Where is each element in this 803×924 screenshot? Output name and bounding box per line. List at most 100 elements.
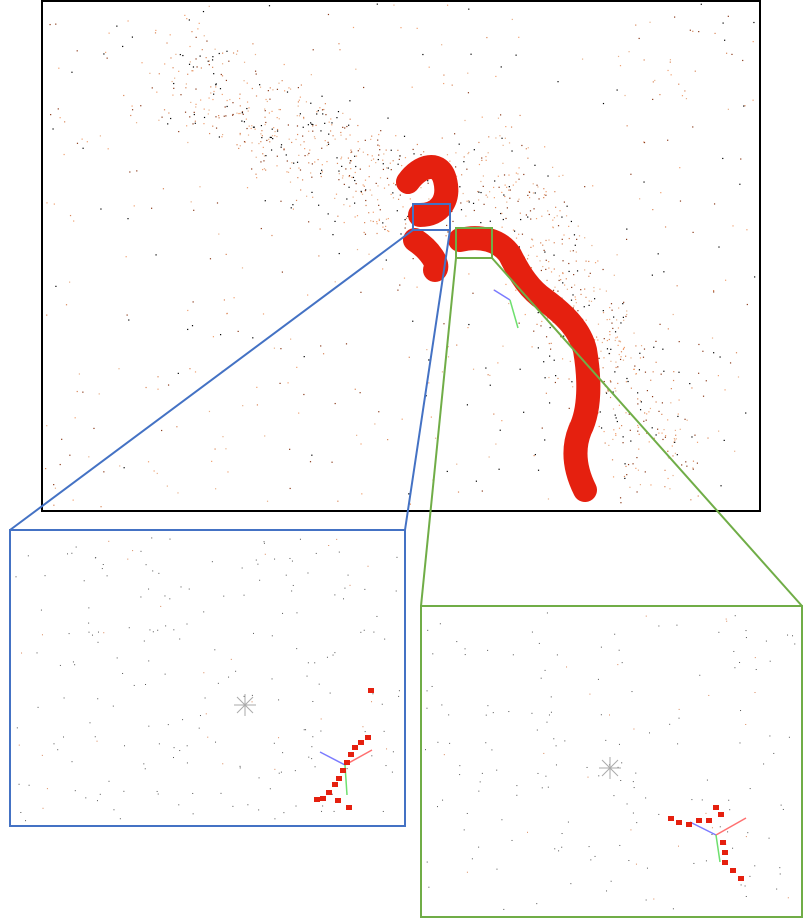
point: [264, 155, 265, 156]
point: [291, 162, 292, 163]
point: [222, 53, 223, 54]
point: [340, 135, 341, 136]
point: [216, 83, 217, 84]
point: [258, 809, 259, 810]
point: [192, 793, 193, 794]
point: [332, 135, 333, 136]
camera: [365, 735, 371, 740]
point: [265, 169, 266, 170]
point: [711, 834, 712, 835]
point: [108, 148, 109, 149]
point: [496, 869, 497, 870]
point: [526, 214, 527, 215]
point: [92, 635, 93, 636]
point: [158, 794, 159, 795]
point: [707, 780, 708, 781]
point: [618, 56, 619, 57]
point: [530, 210, 531, 211]
point: [503, 194, 504, 195]
point: [584, 186, 585, 187]
point: [493, 712, 494, 713]
point: [481, 157, 482, 158]
point: [611, 310, 612, 311]
point: [64, 121, 65, 122]
point: [288, 87, 289, 88]
point: [494, 197, 495, 198]
point: [76, 547, 77, 548]
point: [788, 897, 789, 898]
point: [491, 749, 492, 750]
point: [257, 404, 258, 405]
point: [387, 230, 388, 231]
point: [253, 127, 254, 128]
point: [383, 153, 384, 154]
point: [99, 393, 100, 394]
point: [520, 369, 521, 370]
point: [271, 235, 272, 236]
point: [609, 331, 610, 332]
point: [146, 564, 147, 565]
point: [244, 696, 245, 697]
point: [355, 216, 356, 217]
point: [613, 476, 614, 477]
point: [261, 130, 262, 131]
point: [514, 231, 515, 232]
point: [60, 665, 61, 666]
point: [569, 408, 570, 409]
point: [163, 188, 164, 189]
point: [151, 208, 152, 209]
point: [562, 282, 563, 283]
point: [97, 698, 98, 699]
point: [351, 177, 352, 178]
point: [192, 123, 193, 124]
point: [169, 539, 170, 540]
point: [349, 134, 350, 135]
point: [597, 339, 598, 340]
point: [71, 72, 72, 73]
point: [165, 625, 166, 626]
point: [649, 22, 650, 23]
point: [595, 262, 596, 263]
point: [426, 708, 427, 709]
point: [206, 40, 207, 41]
point: [624, 463, 625, 464]
point: [550, 327, 551, 328]
point: [252, 695, 253, 696]
point: [662, 349, 663, 350]
point: [617, 664, 618, 665]
point: [447, 471, 448, 472]
point: [478, 847, 479, 848]
point: [342, 175, 343, 176]
point: [130, 115, 131, 116]
point: [279, 118, 280, 119]
point: [155, 254, 156, 255]
point: [447, 5, 448, 6]
point: [548, 267, 549, 268]
point: [308, 131, 309, 132]
point: [95, 736, 96, 737]
point: [200, 56, 201, 57]
point: [392, 192, 393, 193]
point: [205, 697, 206, 698]
point: [662, 439, 663, 440]
point: [178, 804, 179, 805]
point: [500, 430, 501, 431]
point: [555, 207, 556, 208]
point: [269, 99, 270, 100]
point: [676, 438, 677, 439]
point: [255, 129, 256, 130]
point: [543, 188, 544, 189]
point: [277, 89, 278, 90]
camera: [696, 818, 702, 823]
point: [516, 172, 517, 173]
point: [619, 340, 620, 341]
camera: [713, 805, 719, 810]
point: [365, 190, 366, 191]
point: [571, 221, 572, 222]
point: [53, 743, 54, 744]
point: [98, 642, 99, 643]
point: [593, 287, 594, 288]
point: [442, 800, 443, 801]
point: [292, 561, 293, 562]
point: [339, 49, 340, 50]
